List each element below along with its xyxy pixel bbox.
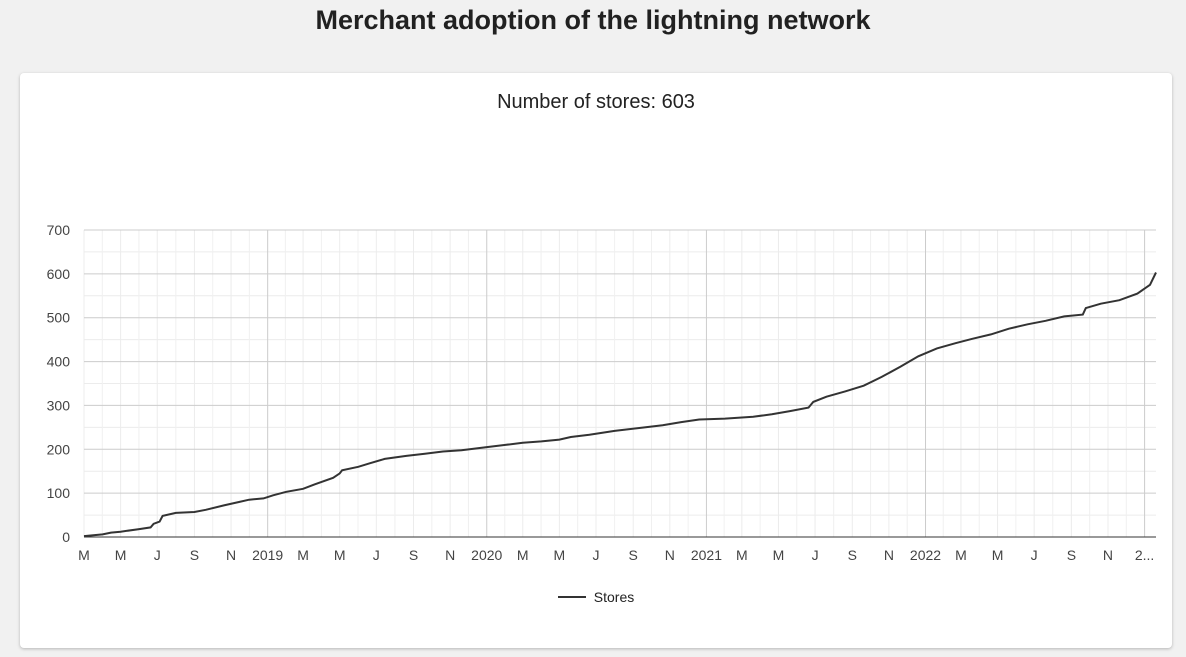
x-tick-label: 2019 [252,547,283,563]
stores-series-line [83,272,1157,538]
x-tick-label: M [517,547,529,563]
minor-gridlines [83,230,1156,537]
x-tick-label: M [115,547,127,563]
x-tick-label: M [773,547,785,563]
x-tick-label: J [592,547,599,563]
x-tick-label: N [226,547,236,563]
x-tick-label: 2020 [471,547,502,563]
y-tick-label: 500 [47,310,71,326]
y-axis-ticks: 0 100 200 300 400 500 600 700 [47,222,71,545]
x-tick-label: N [665,547,675,563]
x-tick-label: S [409,547,418,563]
legend-label-stores: Stores [593,589,635,605]
x-tick-label: J [373,547,380,563]
y-tick-label: 400 [47,354,71,370]
x-tick-label: N [884,547,894,563]
x-tick-label: N [1103,547,1113,563]
x-tick-label: S [190,547,199,563]
x-tick-label: 2022 [910,547,941,563]
x-tick-label: M [297,547,309,563]
x-tick-label: M [334,547,346,563]
x-tick-label: N [445,547,455,563]
x-tick-label: S [629,547,638,563]
x-tick-label: M [992,547,1004,563]
major-gridlines [84,229,1156,537]
line-chart: 0 100 200 300 400 500 600 700 M M J S N 2019 M M J S N 202… [47,222,1157,563]
x-tick-label: 2... [1135,547,1154,563]
y-tick-label: 600 [47,266,71,282]
x-tick-label: J [154,547,161,563]
x-tick-label: S [848,547,857,563]
x-tick-label: M [955,547,967,563]
legend: Stores [20,589,1172,605]
x-tick-label: M [554,547,566,563]
chart-card: Number of stores: 603 0 100 200 300 400 500 60… [20,73,1172,648]
y-tick-label: 700 [47,222,71,238]
x-tick-label: J [1031,547,1038,563]
x-tick-label: M [736,547,748,563]
x-tick-label: M [78,547,90,563]
y-tick-label: 100 [47,485,71,501]
y-tick-label: 300 [47,397,71,413]
x-tick-label: S [1067,547,1076,563]
x-tick-label: J [812,547,819,563]
y-tick-label: 200 [47,441,71,457]
y-tick-label: 0 [62,529,70,545]
x-tick-label: 2021 [691,547,722,563]
x-axis-ticks: M M J S N 2019 M M J S N 2020 M M J S N 2021 M M J S N 2022 M M J S… [78,547,1154,563]
page-title: Merchant adoption of the lightning netwo… [315,5,871,35]
chart-title: Number of stores: 603 [497,91,695,113]
legend-line-icon [557,596,586,598]
